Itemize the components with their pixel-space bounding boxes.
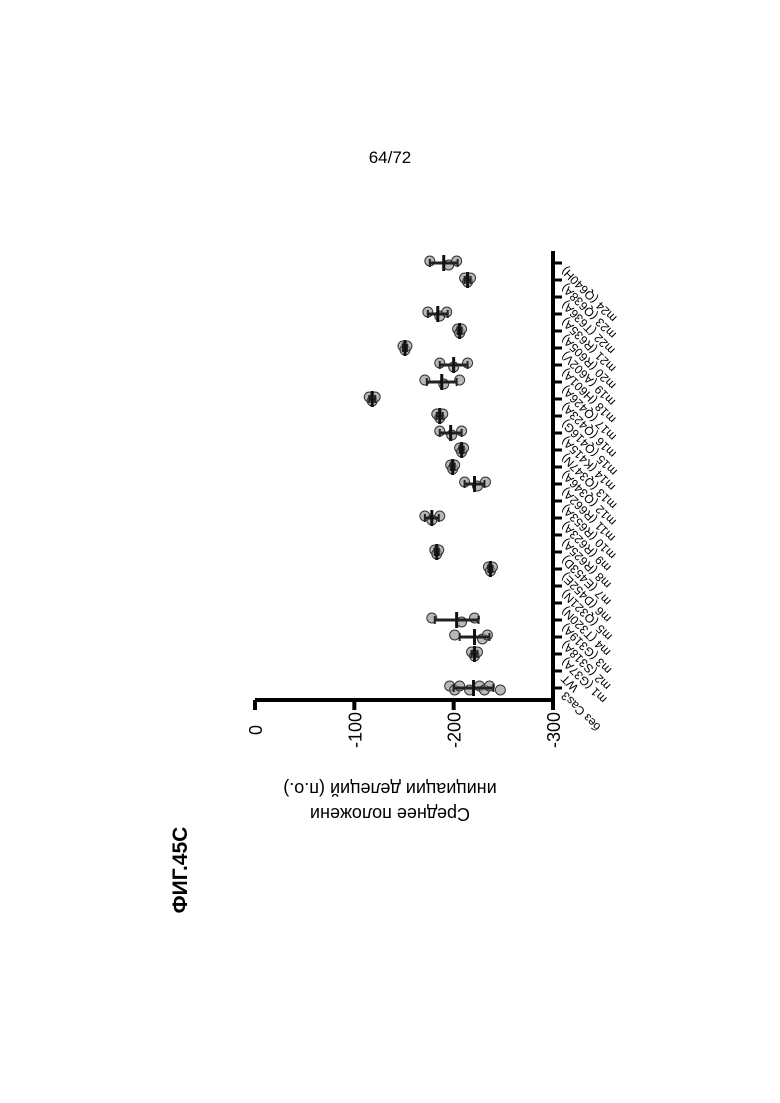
y-tick-label: -200 bbox=[445, 712, 465, 748]
page-number: 64/72 bbox=[369, 148, 412, 167]
y-tick-label: -100 bbox=[345, 712, 365, 748]
data-point bbox=[495, 685, 505, 695]
page: 64/72 ФИГ.45C Среднее положени инициации… bbox=[0, 0, 780, 1103]
y-axis-label: Среднее положени bbox=[310, 804, 470, 824]
y-axis-label: инициации делеций (п.о.) bbox=[283, 779, 496, 799]
y-tick-label: 0 bbox=[246, 725, 266, 735]
figure-label: ФИГ.45C bbox=[169, 827, 192, 914]
data-point bbox=[450, 630, 460, 640]
y-tick-label: -300 bbox=[544, 712, 564, 748]
